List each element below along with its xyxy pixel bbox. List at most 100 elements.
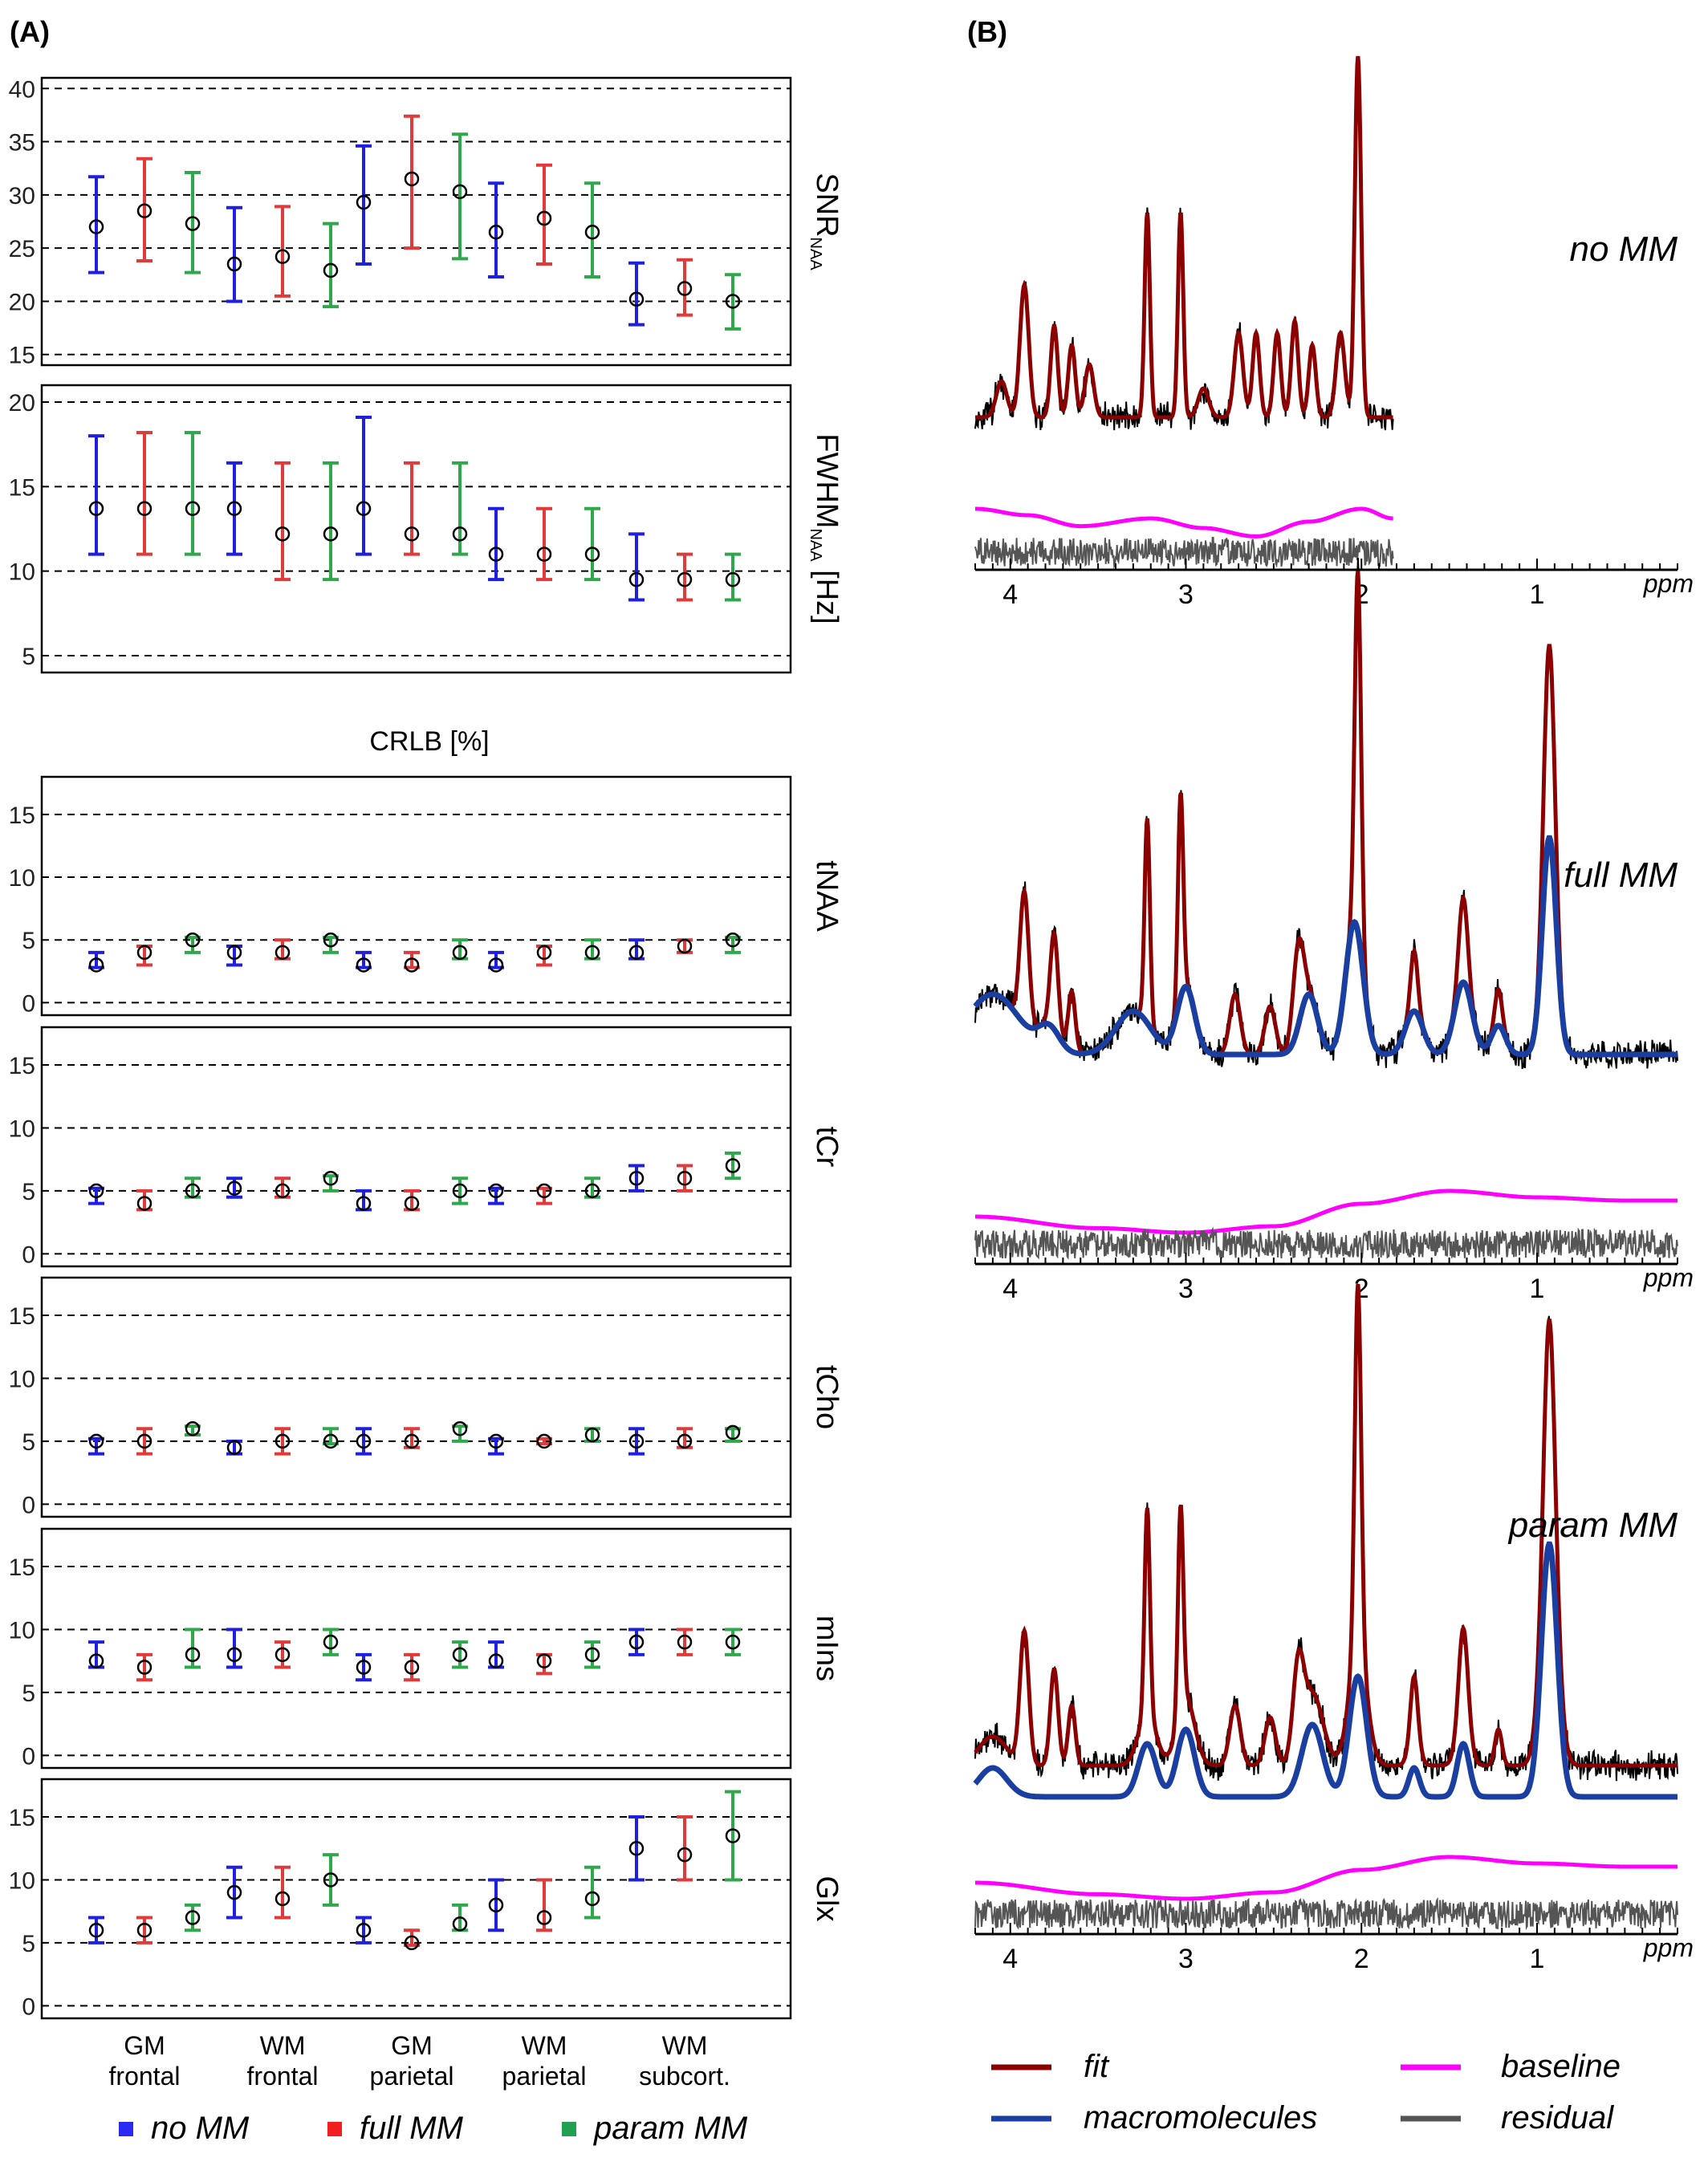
y-tick-label: 0 bbox=[22, 1492, 35, 1518]
ppm-axis-label: ppm bbox=[1643, 1263, 1694, 1292]
mean-marker bbox=[677, 571, 693, 587]
ppm-tick-label: 3 bbox=[1178, 1274, 1194, 1304]
errorbar-param-mm bbox=[452, 461, 468, 556]
mean-marker bbox=[88, 501, 104, 516]
category-label: WM parietal bbox=[502, 2031, 587, 2091]
errorbar-param-mm bbox=[323, 1170, 339, 1193]
mean-marker bbox=[136, 1660, 152, 1675]
y-axis-label: tCr bbox=[810, 1127, 844, 1168]
mean-marker bbox=[628, 1433, 645, 1449]
mean-marker bbox=[536, 210, 552, 226]
plot-frame bbox=[40, 1026, 792, 1268]
category-label-line: parietal bbox=[502, 2062, 587, 2091]
mean-marker bbox=[404, 1660, 420, 1675]
y-tick-label: 0 bbox=[22, 1241, 35, 1268]
legend-swatch bbox=[119, 2122, 133, 2136]
legend-a: no MM full MM param MM bbox=[119, 2111, 748, 2146]
mean-marker bbox=[226, 945, 242, 961]
mean-marker bbox=[226, 256, 242, 272]
spectrum-plot-param-mm: param MM 4 3 2 1 ppm bbox=[973, 1283, 1694, 1974]
legend-item-param-mm: param MM bbox=[562, 2111, 748, 2146]
errorbar-full-mm bbox=[274, 1865, 291, 1920]
errorbar-full-mm bbox=[677, 1815, 693, 1882]
chart-glx: 0 5 10 15 Glx bbox=[9, 1778, 844, 2020]
spectrum-plot-full-mm: full MM4 3 2 1 ppm bbox=[973, 557, 1694, 1304]
mean-marker bbox=[536, 1433, 552, 1449]
y-tick-label: 20 bbox=[9, 289, 35, 315]
mean-marker bbox=[628, 1170, 645, 1186]
series-baseline bbox=[975, 1189, 1678, 1235]
mean-marker bbox=[536, 945, 552, 961]
y-tick-label: 15 bbox=[9, 343, 35, 369]
errorbar-param-mm bbox=[185, 430, 201, 556]
y-tick-label: 35 bbox=[9, 130, 35, 156]
errorbar-full-mm bbox=[536, 1652, 552, 1676]
errorbar-no-mm bbox=[226, 461, 242, 556]
mean-marker bbox=[185, 932, 201, 948]
mean-marker bbox=[584, 945, 600, 961]
errorbar-no-mm bbox=[88, 1433, 104, 1456]
category-label: GM frontal bbox=[109, 2031, 181, 2091]
errorbar-full-mm bbox=[536, 1433, 552, 1449]
y-tick-label: 5 bbox=[22, 1429, 35, 1456]
category-label-line: GM bbox=[124, 2031, 165, 2060]
mean-marker bbox=[356, 1433, 372, 1449]
errorbar-full-mm bbox=[536, 506, 552, 582]
series-macromolecules bbox=[973, 835, 1678, 1058]
errorbar-no-mm bbox=[88, 950, 104, 973]
mean-marker bbox=[536, 1910, 552, 1925]
series-spectrum bbox=[974, 557, 1678, 1070]
errorbar-full-mm bbox=[274, 205, 291, 298]
errorbar-param-mm bbox=[725, 552, 741, 602]
mean-marker bbox=[356, 501, 372, 516]
errorbar-full-mm bbox=[677, 552, 693, 602]
errorbar-param-mm bbox=[584, 1865, 600, 1920]
mean-marker bbox=[274, 1891, 291, 1907]
errorbar-full-mm bbox=[677, 1628, 693, 1656]
category-label-line: frontal bbox=[247, 2062, 319, 2091]
mean-marker bbox=[404, 1433, 420, 1449]
y-tick-label: 0 bbox=[22, 1743, 35, 1770]
mean-marker bbox=[356, 1196, 372, 1211]
mean-marker bbox=[226, 1884, 242, 1900]
y-tick-label: 15 bbox=[9, 1554, 35, 1581]
errorbar-param-mm bbox=[584, 1176, 600, 1199]
errorbar-full-mm bbox=[536, 945, 552, 967]
y-tick-label: 15 bbox=[9, 803, 35, 829]
errorbar-no-mm bbox=[356, 950, 372, 973]
y-tick-label: 0 bbox=[22, 990, 35, 1017]
errorbar-no-mm bbox=[488, 1183, 504, 1205]
y-tick-label: 0 bbox=[22, 1993, 35, 2020]
errorbar-param-mm bbox=[323, 461, 339, 582]
mean-marker bbox=[725, 1158, 741, 1173]
y-tick-label: 5 bbox=[22, 1179, 35, 1205]
legend-item-fit: fit bbox=[991, 2049, 1110, 2084]
errorbar-full-mm bbox=[274, 461, 291, 582]
category-label-line: WM bbox=[260, 2031, 306, 2060]
y-tick-label: 5 bbox=[22, 1931, 35, 1957]
mean-marker bbox=[488, 1183, 504, 1199]
ppm-tick-label: 1 bbox=[1530, 1944, 1545, 1974]
plot-frame bbox=[40, 1778, 792, 2020]
errorbar-param-mm bbox=[452, 938, 468, 961]
mean-marker bbox=[356, 194, 372, 210]
mean-marker bbox=[584, 1891, 600, 1907]
chart-tcr: 0 5 10 15 tCr bbox=[9, 1026, 844, 1268]
errorbar-param-mm bbox=[452, 1640, 468, 1669]
mean-marker bbox=[677, 1170, 693, 1186]
legend-swatch bbox=[327, 2122, 342, 2136]
mean-marker bbox=[725, 1424, 741, 1441]
category-label-line: parietal bbox=[370, 2062, 454, 2091]
ppm-tick-label: 1 bbox=[1530, 579, 1545, 610]
y-tick-label: 25 bbox=[9, 236, 35, 262]
mean-marker bbox=[584, 1183, 600, 1199]
ppm-tick-label: 3 bbox=[1178, 579, 1194, 610]
errorbar-no-mm bbox=[488, 1640, 504, 1669]
errorbar-full-mm bbox=[404, 1427, 420, 1449]
errorbar-full-mm bbox=[136, 945, 152, 967]
errorbar-no-mm bbox=[88, 1916, 104, 1944]
errorbar-no-mm bbox=[88, 1640, 104, 1669]
errorbar-full-mm bbox=[404, 461, 420, 556]
errorbar-no-mm bbox=[488, 1878, 504, 1932]
